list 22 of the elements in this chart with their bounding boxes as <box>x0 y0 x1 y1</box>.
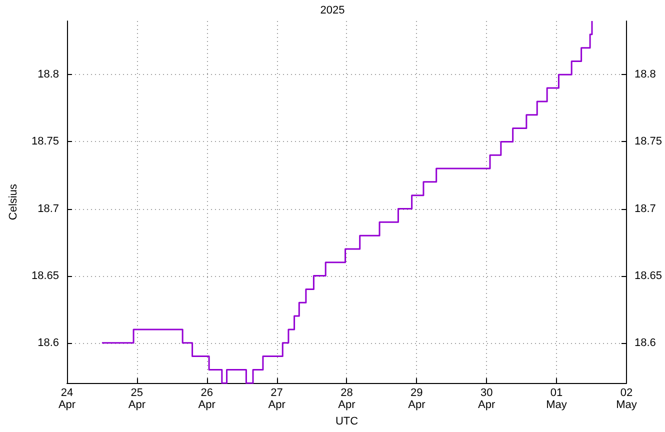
y2-tick-label: 18.7 <box>634 202 656 215</box>
y-axis-title: Celsius <box>8 184 20 220</box>
y-tick-label: 18.8 <box>38 68 59 81</box>
x-tick-label: 28 Apr <box>338 387 356 412</box>
x-tick-label: 25 Apr <box>128 387 146 412</box>
x-tick-label: 27 Apr <box>268 387 286 412</box>
y-tick-label: 18.65 <box>31 270 59 282</box>
y-tick-label: 18.7 <box>38 202 59 215</box>
x-axis-title: UTC <box>335 416 358 428</box>
y-tick-label: 18.75 <box>31 136 59 148</box>
y2-tick-label: 18.6 <box>634 336 656 349</box>
y2-tick-label: 18.8 <box>634 68 656 81</box>
x-tick-label: 01 May <box>546 387 568 412</box>
x-tick-label: 26 Apr <box>198 387 216 412</box>
x-tick-label: 24 Apr <box>58 387 76 412</box>
y2-tick-label: 18.75 <box>634 136 662 148</box>
chart-title: 2025 <box>320 4 345 16</box>
y-tick-label: 18.6 <box>38 336 59 349</box>
x-tick-label: 29 Apr <box>408 387 426 412</box>
y2-tick-label: 18.65 <box>634 270 662 282</box>
x-tick-label: 30 Apr <box>478 387 496 412</box>
x-tick-label: 02 May <box>616 387 638 412</box>
